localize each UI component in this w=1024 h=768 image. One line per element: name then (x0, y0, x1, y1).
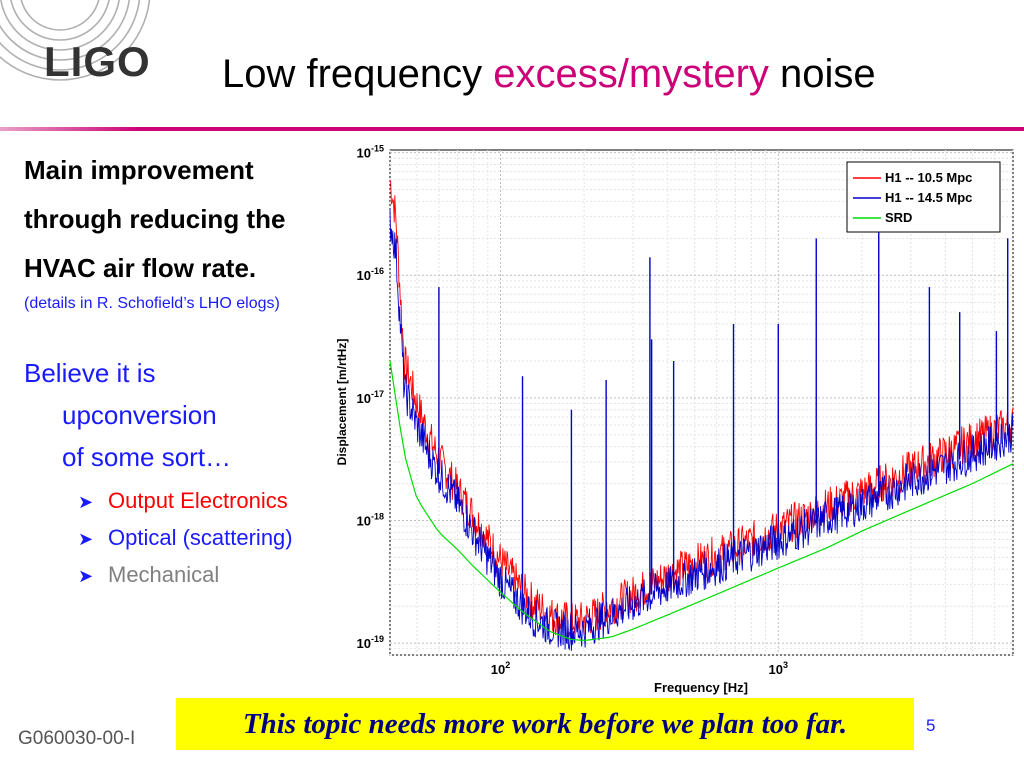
x-tick-label: 102 (491, 660, 510, 677)
cause-list: ➤ Output Electronics ➤ Optical (scattering… (78, 486, 293, 597)
belief-text: Believe it is upconversion of some sort… (24, 352, 231, 478)
cause-item: ➤ Mechanical (78, 560, 293, 597)
series-line-2 (389, 208, 1014, 651)
title-part-1: Low frequency (222, 52, 494, 96)
y-tick-label: 10-15 (357, 144, 384, 161)
main-points: Main improvement through reducing the HV… (24, 146, 364, 313)
bullet-arrow-icon: ➤ (78, 529, 94, 549)
y-tick-label: 10-18 (357, 511, 384, 528)
series-line-3 (389, 360, 1014, 642)
title-divider (0, 127, 1024, 131)
belief-line-3: of some sort… (62, 442, 232, 472)
y-tick-label: 10-16 (357, 266, 384, 283)
cause-item: ➤ Optical (scattering) (78, 523, 293, 560)
slide-title: Low frequency excess/mystery noise (222, 52, 876, 97)
x-axis-label: Frequency [Hz] (654, 680, 748, 695)
title-accent: excess/mystery (493, 52, 769, 96)
details-note: (details in R. Schofield’s LHO elogs) (24, 295, 280, 312)
cause-label: Optical (scattering) (108, 525, 293, 550)
displacement-noise-chart: 102 103 10-15 10-16 10-17 10-18 10-19 Displace… (335, 144, 1014, 695)
legend-entry-1: H1 -- 10.5 Mpc (885, 170, 972, 185)
y-tick-label: 10-17 (357, 389, 384, 406)
chart-legend: H1 -- 10.5 Mpc H1 -- 14.5 Mpc SRD (846, 161, 1001, 233)
ligo-logo-arcs (0, 0, 151, 81)
x-tick-label: 103 (769, 660, 788, 677)
document-id: G060030-00-I (18, 728, 136, 749)
page-number: 5 (926, 716, 936, 735)
legend-entry-3: SRD (885, 210, 912, 225)
y-axis-label: Displacement [m/rtHz] (335, 339, 349, 466)
callout-text: This topic needs more work before we pla… (242, 707, 848, 740)
cause-label: Mechanical (108, 562, 220, 587)
bullet-arrow-icon: ➤ (78, 566, 94, 586)
main-line-2: through reducing the (24, 204, 286, 234)
main-line-1: Main improvement (24, 155, 254, 185)
belief-line-1: Believe it is (24, 358, 156, 388)
title-part-2: noise (768, 52, 876, 96)
legend-box (846, 161, 1001, 233)
y-tick-label: 10-19 (357, 634, 384, 651)
callout-banner: This topic needs more work before we pla… (176, 698, 914, 750)
ligo-logo: LIGO (44, 38, 151, 85)
belief-line-2: upconversion (62, 400, 217, 430)
cause-item: ➤ Output Electronics (78, 486, 293, 523)
cause-label: Output Electronics (108, 488, 288, 513)
legend-entry-2: H1 -- 14.5 Mpc (885, 190, 972, 205)
main-line-3: HVAC air flow rate. (24, 253, 257, 283)
bullet-arrow-icon: ➤ (78, 492, 94, 512)
